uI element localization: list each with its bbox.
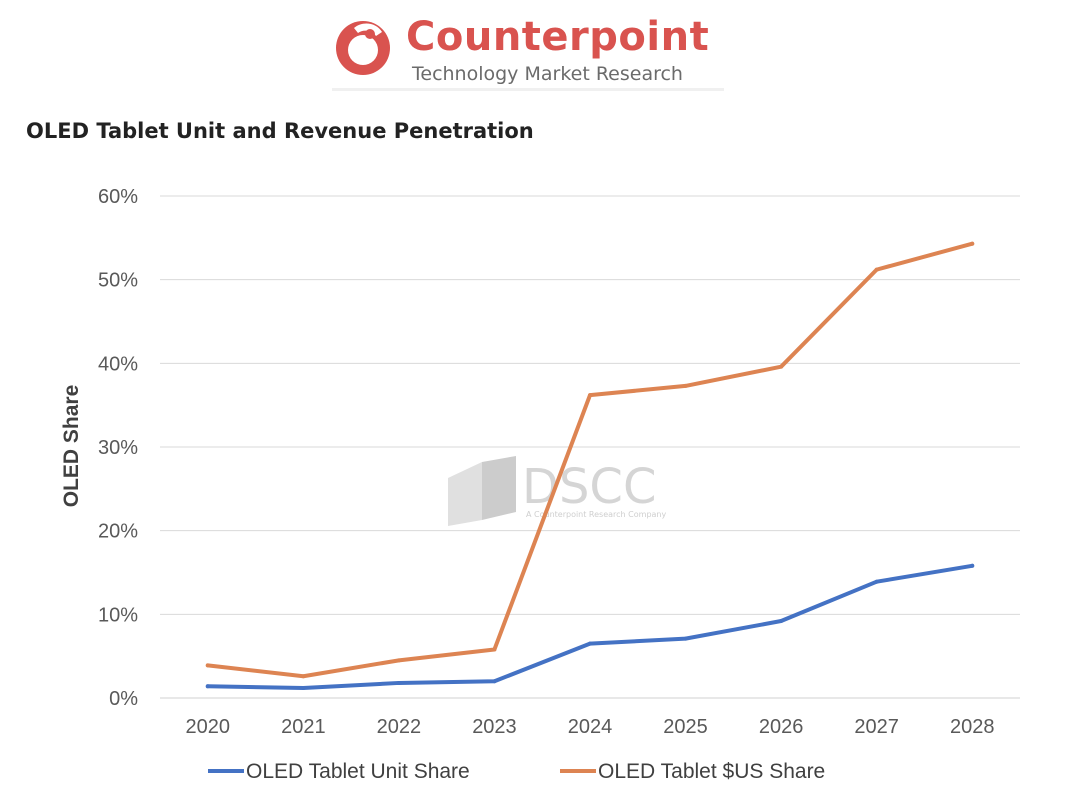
series-lines: [205, 241, 975, 690]
series-line: [205, 563, 975, 690]
dscc-logo-icon-facet: [482, 456, 516, 520]
data-point: [970, 241, 975, 246]
data-point: [874, 267, 879, 272]
data-point: [779, 364, 784, 369]
dscc-watermark: DSCC A Counterpoint Research Company: [448, 456, 666, 526]
legend-label: OLED Tablet Unit Share: [246, 760, 470, 783]
data-point: [683, 383, 688, 388]
x-tick-label: 2020: [186, 716, 231, 738]
grid-lines: [160, 195, 1020, 699]
x-tick-label: 2024: [568, 716, 613, 738]
y-axis-ticks: 0% 10% 20% 30% 40% 50% 60%: [98, 186, 138, 710]
legend-item: OLED Tablet $US Share: [560, 760, 825, 783]
legend: OLED Tablet Unit Share OLED Tablet $US Sh…: [208, 760, 825, 783]
x-tick-label: 2021: [281, 716, 326, 738]
data-point: [779, 619, 784, 624]
counterpoint-logo-icon: [336, 21, 390, 75]
data-point: [396, 680, 401, 685]
dscc-logo-icon: [448, 462, 482, 526]
data-point: [205, 663, 210, 668]
chart-title: OLED Tablet Unit and Revenue Penetration: [26, 119, 534, 143]
data-point: [588, 641, 592, 646]
watermark-tagline: A Counterpoint Research Company: [526, 510, 666, 519]
x-tick-label: 2026: [759, 716, 804, 738]
x-tick-label: 2022: [377, 716, 422, 738]
y-axis-label: OLED Share: [60, 385, 83, 508]
data-point: [205, 684, 210, 689]
y-tick-label: 60%: [98, 186, 138, 208]
data-point: [492, 679, 497, 684]
data-point: [396, 658, 401, 663]
y-tick-label: 50%: [98, 270, 138, 292]
watermark-name: DSCC: [522, 459, 656, 515]
data-point: [874, 579, 879, 584]
y-tick-label: 20%: [98, 521, 138, 543]
y-tick-label: 40%: [98, 353, 138, 375]
data-point: [492, 647, 497, 652]
x-tick-label: 2027: [854, 716, 899, 738]
x-tick-label: 2025: [663, 716, 708, 738]
x-tick-label: 2028: [950, 716, 995, 738]
legend-label: OLED Tablet $US Share: [598, 760, 825, 783]
data-point: [301, 674, 306, 679]
brand-header: Counterpoint Technology Market Research: [332, 8, 732, 91]
series-1: [205, 563, 975, 690]
y-tick-label: 30%: [98, 437, 138, 459]
brand-name: Counterpoint: [406, 14, 710, 60]
series-2: [205, 241, 975, 679]
y-tick-label: 10%: [98, 604, 138, 626]
y-tick-label: 0%: [109, 688, 138, 710]
data-point: [970, 563, 975, 568]
x-axis-ticks: 2020 2021 2022 2023 2024 2025 2026 2027 2028: [186, 716, 995, 738]
brand-tagline: Technology Market Research: [412, 63, 683, 85]
legend-item: OLED Tablet Unit Share: [208, 760, 470, 783]
data-point: [588, 393, 592, 398]
brand-divider: [332, 88, 724, 91]
x-tick-label: 2023: [472, 716, 517, 738]
data-point: [301, 685, 306, 690]
data-point: [683, 636, 688, 641]
